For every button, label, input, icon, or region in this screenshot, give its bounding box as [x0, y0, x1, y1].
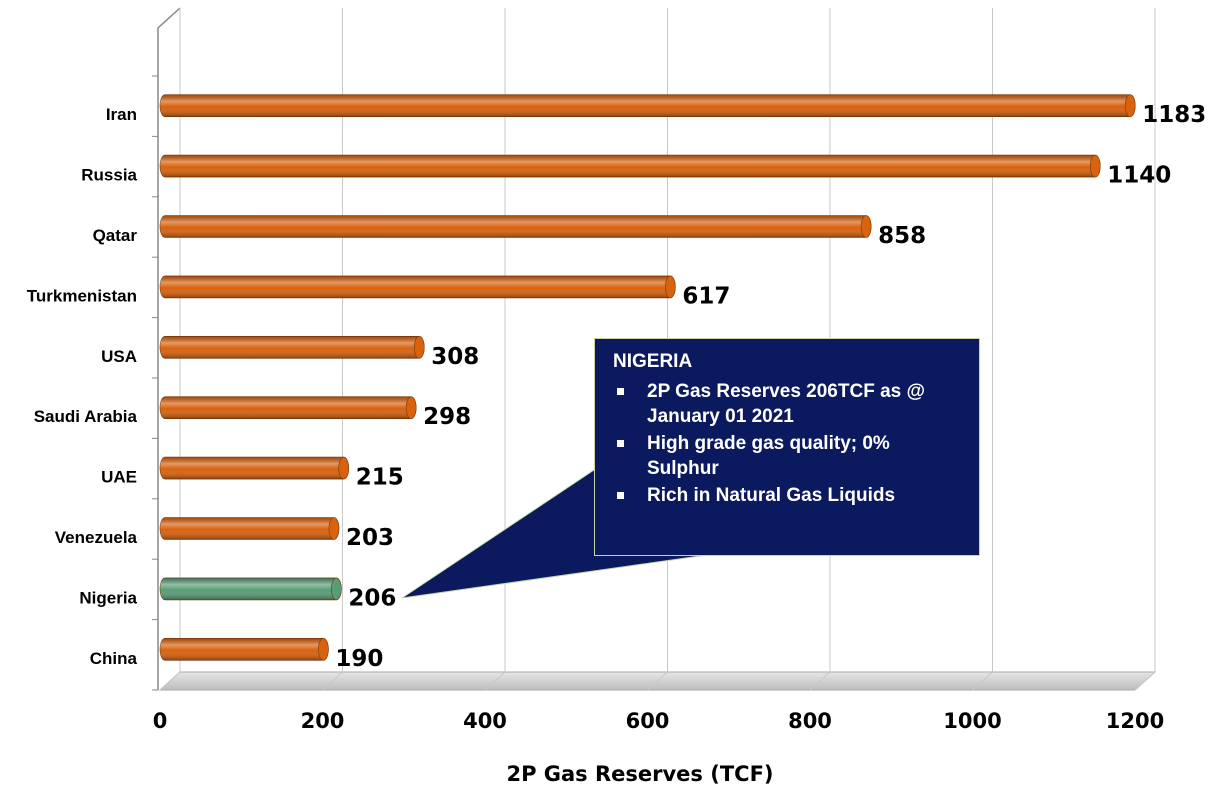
left-wall — [157, 7, 181, 690]
value-label: 215 — [356, 465, 404, 491]
bar-shade — [160, 638, 329, 661]
callout: NIGERIA 2P Gas Reserves 206TCF as @ Janu… — [594, 338, 980, 556]
bar-cap — [331, 577, 342, 601]
x-tick-label: 1000 — [943, 709, 1001, 733]
bar-shade — [160, 336, 425, 359]
x-tick-label: 600 — [626, 709, 670, 733]
y-tick-label: USA — [101, 347, 137, 366]
bar-cap — [1089, 154, 1101, 178]
callout-bullet: High grade gas quality; 0% Sulphur — [613, 431, 961, 481]
bar-cap — [665, 275, 676, 299]
y-tick-label: Nigeria — [79, 588, 137, 607]
y-tick-label: Russia — [81, 166, 137, 185]
grid-line — [322, 671, 343, 691]
value-label: 203 — [346, 525, 394, 551]
bar-cap — [338, 456, 349, 480]
callout-title: NIGERIA — [613, 351, 693, 372]
value-label: 308 — [431, 344, 479, 370]
callout-list: 2P Gas Reserves 206TCF as @ January 01 2… — [613, 379, 961, 508]
x-tick-label: 800 — [788, 709, 832, 733]
grid-line — [809, 671, 831, 691]
x-tick-label: 1200 — [1106, 709, 1164, 733]
value-label: 617 — [682, 283, 730, 309]
y-tick-label: Turkmenistan — [27, 286, 137, 305]
bar-cap — [860, 215, 872, 238]
bar-shade — [160, 396, 417, 419]
callout-bullet: Rich in Natural Gas Liquids — [613, 483, 961, 508]
value-label: 1183 — [1142, 102, 1206, 128]
bar-cap — [318, 637, 329, 661]
y-tick-label: Iran — [106, 105, 137, 124]
y-tick-label: China — [90, 649, 138, 668]
bar-shade — [160, 577, 342, 600]
callout-bullet: 2P Gas Reserves 206TCF as @ January 01 2… — [613, 379, 961, 429]
bar-cap — [413, 335, 425, 359]
bar-shade — [160, 215, 872, 238]
grid-line — [647, 671, 668, 691]
bar-cap — [405, 396, 417, 420]
bar-shade — [160, 155, 1101, 178]
grid-line — [484, 671, 506, 691]
bar-shade — [160, 94, 1136, 117]
x-tick-label: 400 — [463, 709, 507, 733]
bar-shade — [160, 457, 349, 480]
bar-cap — [328, 517, 340, 540]
grid-line — [972, 671, 993, 691]
value-label: 1140 — [1107, 163, 1171, 189]
x-axis-title: 2P Gas Reserves (TCF) — [506, 762, 773, 786]
grid-line — [159, 671, 181, 691]
value-label: 206 — [348, 585, 396, 611]
y-tick-label: UAE — [101, 468, 137, 487]
value-label: 298 — [423, 404, 471, 430]
y-tick-label: Qatar — [93, 226, 138, 245]
value-label: 190 — [335, 646, 383, 672]
grid-line — [1134, 671, 1156, 691]
y-tick-label: Saudi Arabia — [34, 407, 138, 426]
bar-shade — [160, 275, 676, 298]
x-tick-label: 200 — [301, 709, 345, 733]
bar-shade — [160, 517, 339, 540]
bar-cap — [1124, 94, 1136, 117]
value-label: 858 — [878, 223, 926, 249]
x-tick-label: 0 — [153, 709, 168, 733]
y-tick-label: Venezuela — [55, 528, 138, 547]
